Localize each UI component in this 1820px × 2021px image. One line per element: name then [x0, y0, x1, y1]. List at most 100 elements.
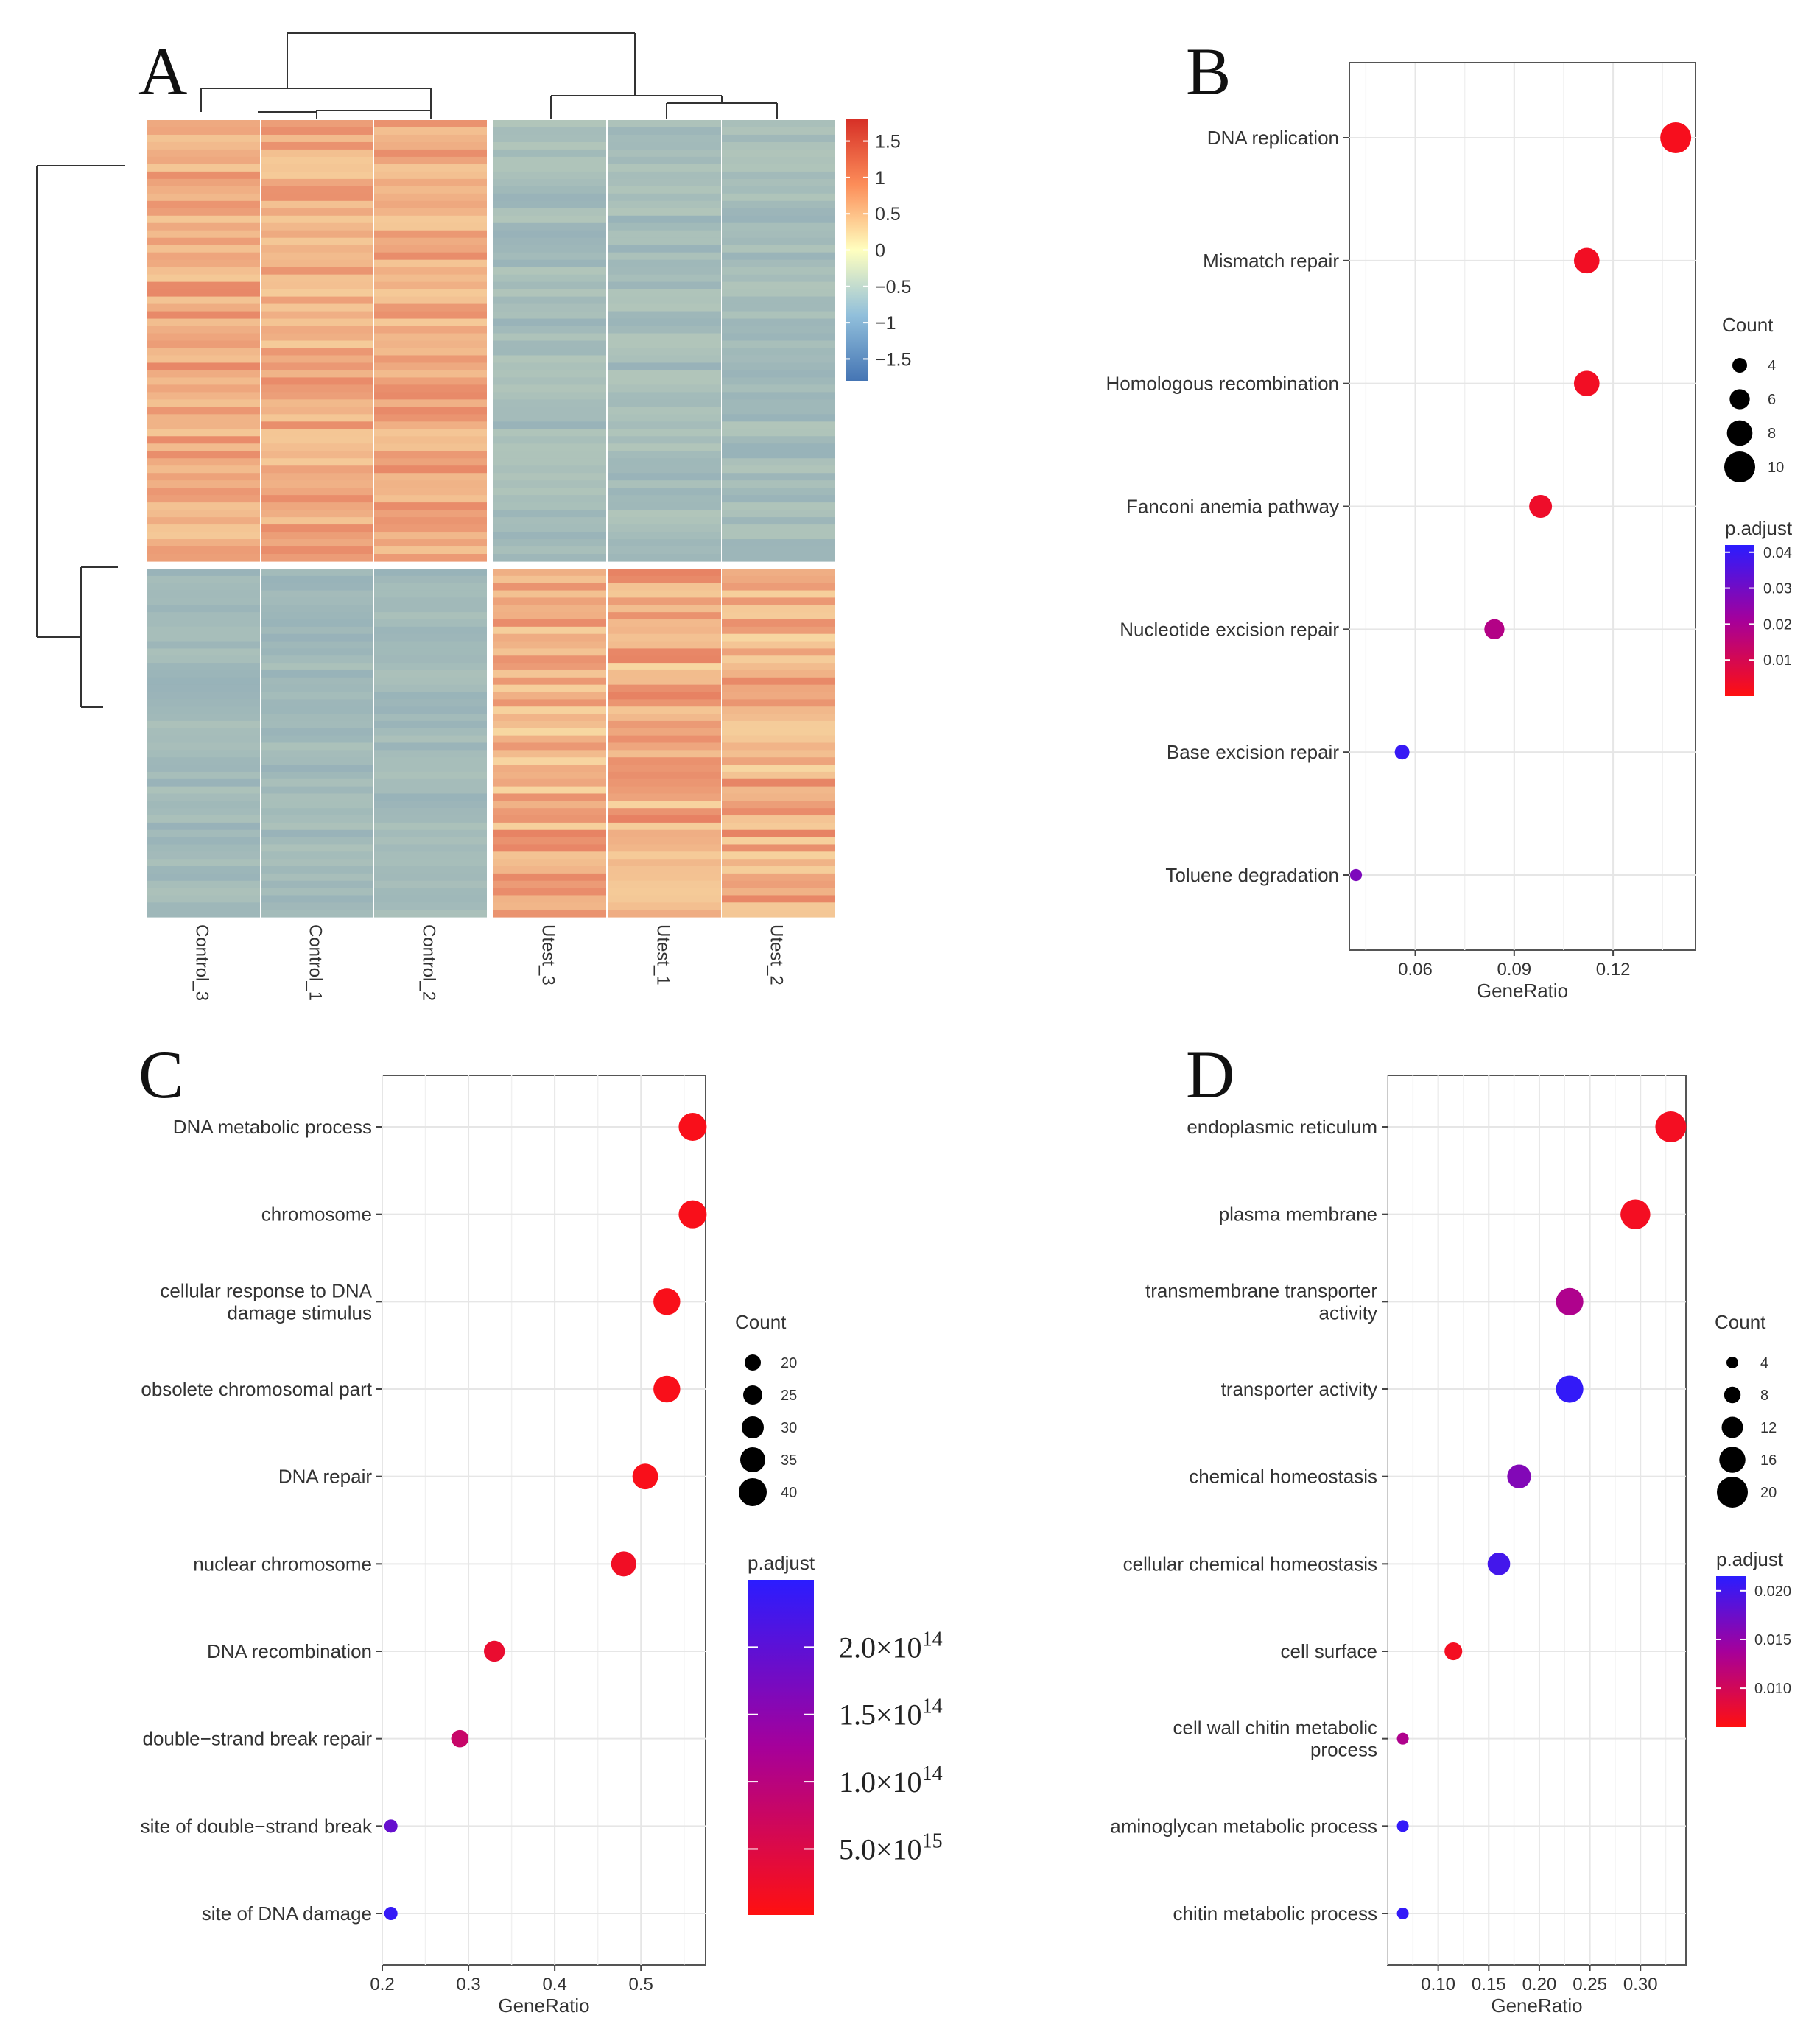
- count-legend-label: 30: [781, 1420, 797, 1436]
- term-label: chemical homeostasis: [1189, 1466, 1377, 1488]
- x-tick-label: 0.10: [1421, 1975, 1455, 1994]
- heatmap-cell: [261, 488, 373, 496]
- heatmap-cell: [147, 612, 260, 620]
- heatmap-cell: [493, 281, 606, 290]
- heatmap-cell: [493, 414, 606, 422]
- heatmap-cell: [261, 340, 373, 349]
- heatmap-cell: [147, 200, 260, 209]
- heatmap-cell: [147, 443, 260, 451]
- heatmap-cell: [722, 245, 835, 253]
- count-legend-dot: [1726, 420, 1753, 446]
- heatmap-cell: [722, 765, 835, 773]
- heatmap-cell: [722, 237, 835, 246]
- heatmap-cell: [261, 641, 373, 649]
- heatmap-column-label: Control_3: [192, 924, 212, 1001]
- heatmap-cell: [147, 296, 260, 305]
- heatmap-cell: [374, 222, 487, 231]
- heatmap-cell: [261, 230, 373, 239]
- heatmap-cell: [261, 873, 373, 882]
- heatmap-cell: [147, 311, 260, 320]
- heatmap-cell: [374, 692, 487, 700]
- heatmap-cell: [147, 171, 260, 180]
- heatmap-cell: [722, 590, 835, 599]
- heatmap-cell: [722, 742, 835, 751]
- heatmap-cell: [493, 274, 606, 283]
- heatmap-cell: [261, 215, 373, 224]
- heatmap-cell: [608, 281, 721, 290]
- heatmap-cell: [374, 829, 487, 838]
- heatmap-cell: [608, 149, 721, 158]
- heatmap-cell: [374, 303, 487, 312]
- heatmap-cell: [722, 141, 835, 150]
- heatmap-cell: [261, 274, 373, 283]
- padjust-legend-exponent: 15: [922, 1830, 943, 1852]
- heatmap-cell: [374, 648, 487, 656]
- padjust-legend-exponent: 14: [922, 1695, 943, 1718]
- count-legend-label: 8: [1760, 1388, 1768, 1404]
- heatmap-cell: [147, 333, 260, 342]
- heatmap-cell: [261, 902, 373, 910]
- heatmap-cell: [147, 663, 260, 671]
- heatmap-cell: [608, 458, 721, 466]
- heatmap-cell: [261, 156, 373, 165]
- heatmap-cell: [374, 362, 487, 371]
- data-point: [1349, 868, 1363, 882]
- heatmap-cell: [374, 569, 487, 577]
- heatmap-cell: [493, 252, 606, 261]
- heatmap-cell: [722, 370, 835, 379]
- heatmap-cell: [722, 829, 835, 838]
- heatmap-cell: [493, 771, 606, 780]
- heatmap-cell: [722, 436, 835, 444]
- heatmap-cell: [147, 355, 260, 364]
- term-label-line: DNA recombination: [207, 1640, 372, 1662]
- heatmap-cell: [608, 370, 721, 379]
- heatmap-cell: [493, 326, 606, 334]
- heatmap-cell: [147, 370, 260, 379]
- term-label-line: endoplasmic reticulum: [1187, 1116, 1377, 1138]
- count-legend-label: 40: [781, 1485, 797, 1501]
- heatmap-cell: [608, 384, 721, 393]
- term-label-line: Toluene degradation: [1165, 864, 1339, 886]
- count-legend-label: 20: [1760, 1485, 1777, 1501]
- heatmap-legend-tick-label: −1: [875, 313, 896, 334]
- heatmap-cell: [722, 193, 835, 202]
- term-label-line: obsolete chromosomal part: [141, 1378, 372, 1400]
- heatmap-cell: [374, 684, 487, 693]
- heatmap-cell: [608, 443, 721, 451]
- heatmap-cell: [722, 699, 835, 707]
- data-point: [1396, 1732, 1409, 1745]
- term-label-line: double−strand break repair: [143, 1728, 373, 1750]
- heatmap-cell: [147, 326, 260, 334]
- heatmap-cell: [374, 720, 487, 729]
- heatmap-cell: [493, 554, 606, 562]
- heatmap-cell: [722, 303, 835, 312]
- heatmap-cell: [261, 392, 373, 400]
- heatmap-cell: [493, 407, 606, 415]
- count-legend-label: 35: [781, 1452, 797, 1469]
- heatmap-cell: [147, 399, 260, 407]
- padjust-legend-label: 0.04: [1763, 545, 1792, 561]
- heatmap-cell: [608, 296, 721, 305]
- heatmap-cell: [261, 866, 373, 874]
- heatmap-cell: [374, 458, 487, 466]
- heatmap-cell: [374, 281, 487, 290]
- heatmap-cell: [493, 399, 606, 407]
- padjust-legend-exponent: 14: [922, 1628, 943, 1651]
- heatmap-cell: [493, 750, 606, 758]
- heatmap-body: [147, 120, 835, 918]
- heatmap-cell: [261, 750, 373, 758]
- padjust-legend-label: 0.03: [1763, 581, 1792, 597]
- heatmap-cell: [147, 237, 260, 246]
- heatmap-cell: [608, 252, 721, 261]
- count-legend-label: 20: [781, 1355, 797, 1371]
- heatmap-cell: [493, 141, 606, 150]
- heatmap-cell: [493, 267, 606, 275]
- heatmap-cell: [493, 597, 606, 605]
- padjust-legend-mantissa: 1.5: [839, 1698, 876, 1732]
- heatmap-cell: [608, 141, 721, 150]
- heatmap-cell: [608, 597, 721, 605]
- heatmap-cell: [608, 605, 721, 613]
- heatmap-cell: [722, 495, 835, 503]
- heatmap-cell: [261, 859, 373, 867]
- heatmap-cell: [261, 692, 373, 700]
